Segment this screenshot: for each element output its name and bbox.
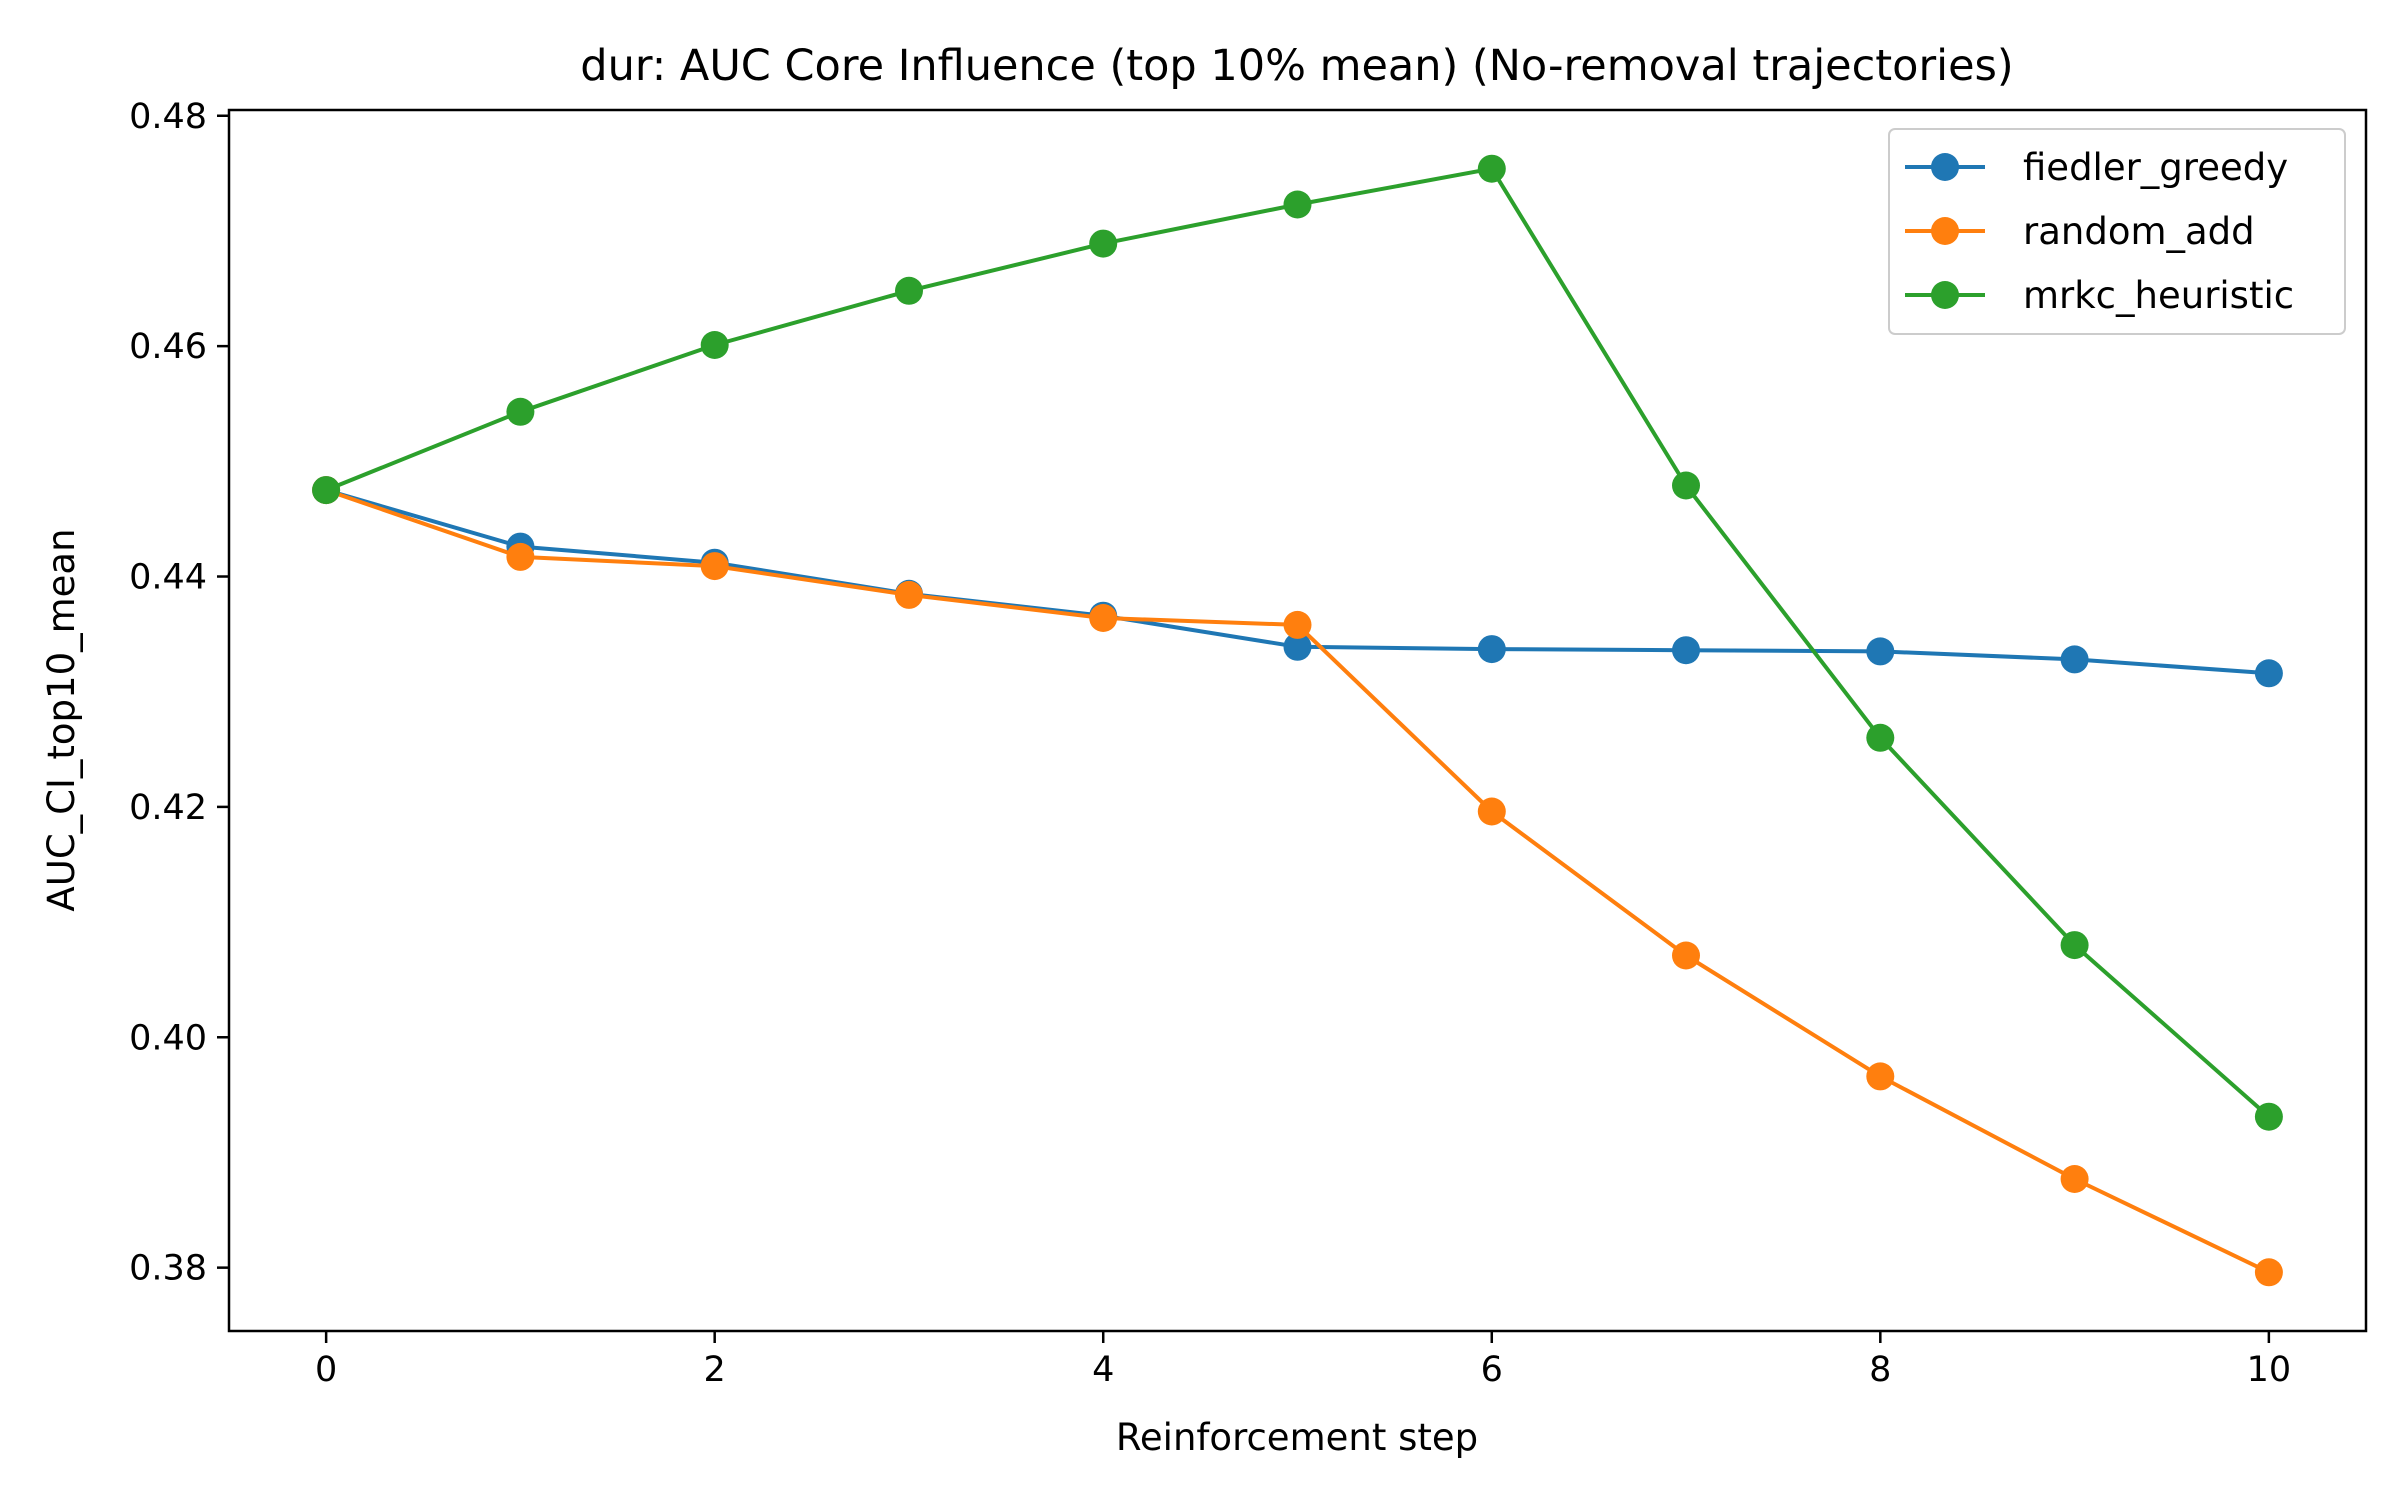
y-tick-label: 0.38 xyxy=(129,1249,207,1289)
legend: fiedler_greedy random_add mrkc_heuristic xyxy=(1888,128,2346,335)
data-point xyxy=(2254,1258,2283,1287)
data-point xyxy=(1866,637,1895,666)
data-point xyxy=(1089,604,1118,632)
legend-box xyxy=(1888,128,2346,335)
legend-label: random_add xyxy=(2023,210,2255,253)
data-point xyxy=(1866,723,1895,752)
data-point xyxy=(1866,1062,1895,1091)
x-axis-label: Reinforcement step xyxy=(1116,1416,1478,1459)
x-tick-label: 8 xyxy=(1869,1350,1891,1390)
legend-label: fiedler_greedy xyxy=(2023,146,2288,189)
y-tick-label: 0.44 xyxy=(129,558,207,598)
data-point xyxy=(2060,645,2089,674)
data-point xyxy=(700,331,729,359)
legend-entry: fiedler_greedy xyxy=(1905,146,2288,189)
data-point xyxy=(2060,931,2089,960)
data-point xyxy=(1283,610,1312,639)
legend-marker xyxy=(1931,217,1959,245)
y-tick-label: 0.40 xyxy=(129,1018,207,1058)
y-tick-label: 0.48 xyxy=(129,97,207,137)
legend-marker xyxy=(1931,153,1959,181)
x-tick-label: 2 xyxy=(704,1350,726,1390)
data-point xyxy=(1283,632,1312,661)
data-point xyxy=(1283,190,1312,219)
x-tick-label: 0 xyxy=(315,1350,337,1390)
data-point xyxy=(700,552,729,581)
data-point xyxy=(2254,1102,2283,1131)
data-point xyxy=(1089,229,1118,258)
data-point xyxy=(1672,471,1700,500)
data-point xyxy=(1477,154,1506,183)
chart-title: dur: AUC Core Influence (top 10% mean) (… xyxy=(580,41,2013,91)
legend-entry: random_add xyxy=(1905,210,2255,253)
data-point xyxy=(312,476,341,505)
data-point xyxy=(895,276,923,305)
data-point xyxy=(1477,797,1506,826)
data-point xyxy=(1672,636,1700,665)
series-layer xyxy=(312,154,2283,1287)
x-tick-label: 6 xyxy=(1481,1350,1503,1390)
legend-entry: mrkc_heuristic xyxy=(1905,274,2294,317)
data-point xyxy=(1672,941,1700,970)
data-point xyxy=(1477,635,1506,664)
data-point xyxy=(506,542,535,571)
y-tick-label: 0.46 xyxy=(129,327,207,367)
y-axis-ticks: 0.38 0.40 0.42 0.44 0.46 0.48 xyxy=(129,97,229,1289)
series-mrkc-heuristic xyxy=(312,154,2283,1131)
y-axis-label: AUC_CI_top10_mean xyxy=(40,528,83,911)
y-tick-label: 0.42 xyxy=(129,788,207,828)
x-tick-label: 10 xyxy=(2247,1350,2292,1390)
x-axis-ticks: 0 2 4 6 8 10 xyxy=(315,1331,2291,1390)
plot-area-frame xyxy=(227,108,2368,1333)
data-point xyxy=(895,580,923,609)
data-point xyxy=(506,397,535,426)
legend-label: mrkc_heuristic xyxy=(2023,274,2294,317)
data-point xyxy=(2060,1165,2089,1193)
x-tick-label: 4 xyxy=(1092,1350,1114,1390)
legend-marker xyxy=(1931,281,1959,309)
data-point xyxy=(2254,659,2283,688)
